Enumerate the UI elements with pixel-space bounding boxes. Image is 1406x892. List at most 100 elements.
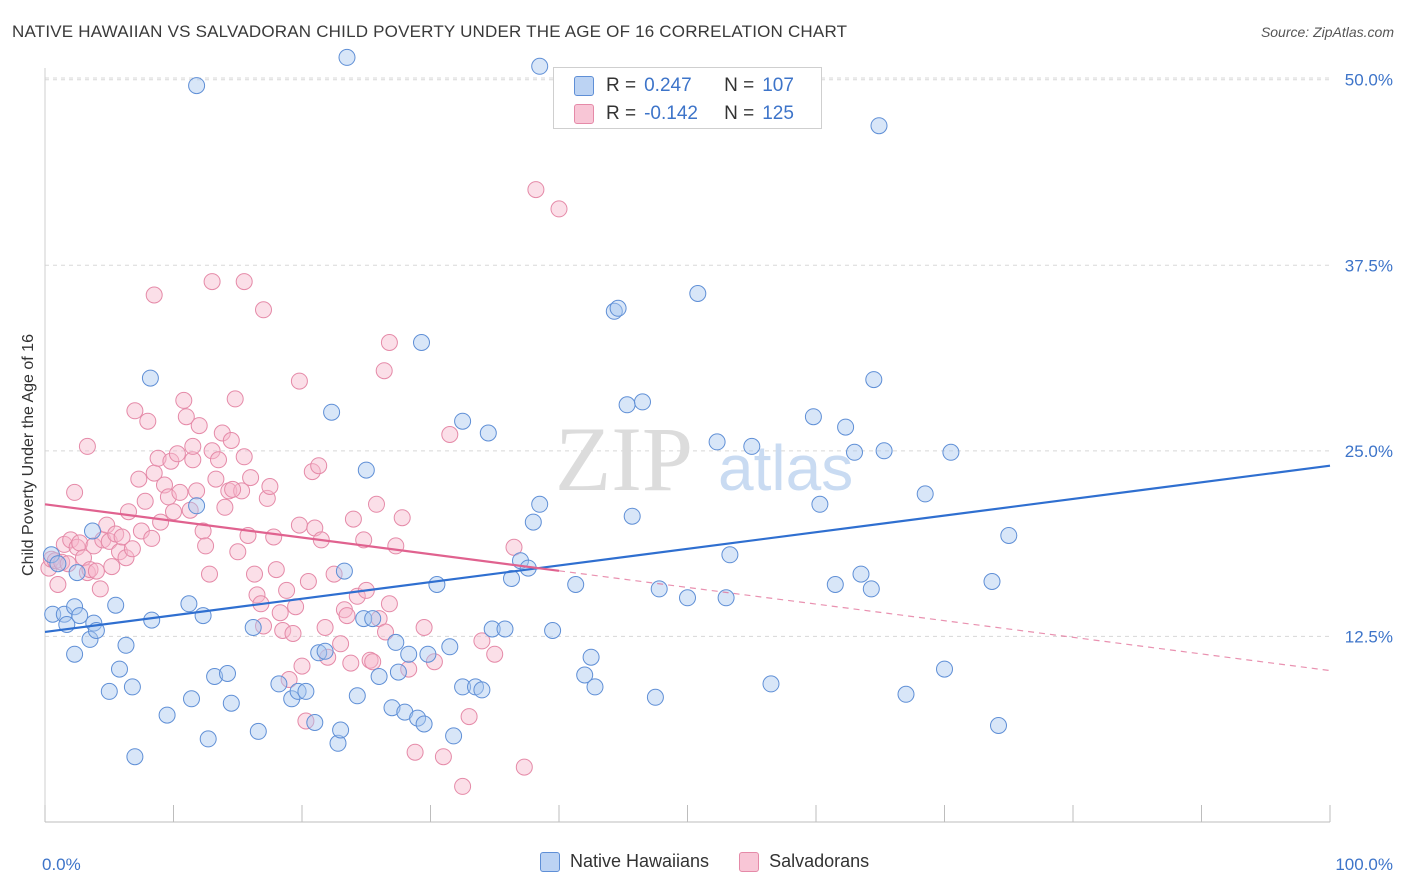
native-hawaiian-point[interactable] bbox=[646, 688, 664, 706]
salvadoran-point[interactable] bbox=[78, 564, 96, 582]
salvadoran-point[interactable] bbox=[177, 408, 195, 426]
salvadoran-point[interactable] bbox=[71, 534, 89, 552]
salvadoran-point[interactable] bbox=[188, 482, 206, 500]
native-hawaiian-point[interactable] bbox=[383, 699, 401, 717]
native-hawaiian-point[interactable] bbox=[496, 620, 514, 638]
salvadoran-point[interactable] bbox=[515, 758, 533, 776]
native-hawaiian-point[interactable] bbox=[721, 546, 739, 564]
salvadoran-point[interactable] bbox=[120, 503, 137, 521]
salvadoran-point[interactable] bbox=[130, 470, 148, 488]
native-hawaiian-point[interactable] bbox=[81, 630, 99, 648]
native-hawaiian-point[interactable] bbox=[576, 666, 594, 684]
salvadoran-point[interactable] bbox=[145, 286, 163, 304]
salvadoran-point[interactable] bbox=[316, 619, 334, 636]
native-hawaiian-point[interactable] bbox=[84, 522, 101, 540]
salvadoran-point[interactable] bbox=[49, 576, 67, 593]
native-hawaiian-point[interactable] bbox=[100, 682, 118, 700]
salvadoran-point[interactable] bbox=[235, 273, 253, 291]
native-hawaiian-point[interactable] bbox=[310, 644, 328, 662]
salvadoran-point[interactable] bbox=[233, 482, 251, 500]
salvadoran-point[interactable] bbox=[207, 470, 225, 488]
native-hawaiian-point[interactable] bbox=[762, 675, 780, 693]
native-hawaiian-point[interactable] bbox=[370, 668, 388, 685]
native-hawaiian-point[interactable] bbox=[717, 589, 735, 607]
native-hawaiian-point[interactable] bbox=[306, 714, 324, 731]
salvadoran-point[interactable] bbox=[332, 635, 350, 653]
native-hawaiian-point[interactable] bbox=[329, 734, 347, 752]
native-hawaiian-point[interactable] bbox=[335, 562, 353, 580]
native-hawaiian-point[interactable] bbox=[618, 396, 636, 414]
native-hawaiian-point[interactable] bbox=[473, 681, 491, 699]
native-hawaiian-point[interactable] bbox=[49, 555, 67, 573]
salvadoran-point[interactable] bbox=[85, 537, 103, 555]
native-hawaiian-point[interactable] bbox=[409, 709, 427, 727]
native-hawaiian-point[interactable] bbox=[609, 299, 627, 317]
salvadoran-point[interactable] bbox=[299, 573, 317, 590]
salvadoran-point[interactable] bbox=[184, 437, 202, 455]
salvadoran-point[interactable] bbox=[203, 442, 221, 460]
salvadoran-point[interactable] bbox=[98, 516, 116, 534]
salvadoran-point[interactable] bbox=[68, 538, 86, 556]
salvadoran-point[interactable] bbox=[113, 528, 131, 546]
native-hawaiian-point[interactable] bbox=[338, 48, 356, 66]
salvadoran-point[interactable] bbox=[210, 451, 227, 469]
native-hawaiian-point[interactable] bbox=[415, 715, 433, 733]
salvadoran-point[interactable] bbox=[203, 273, 221, 291]
native-hawaiian-point[interactable] bbox=[852, 565, 870, 583]
native-hawaiian-point[interactable] bbox=[623, 507, 641, 525]
native-hawaiian-point[interactable] bbox=[567, 576, 585, 593]
salvadoran-point[interactable] bbox=[280, 671, 298, 688]
native-hawaiian-point[interactable] bbox=[249, 722, 267, 740]
salvadoran-point[interactable] bbox=[415, 619, 433, 636]
native-hawaiian-point[interactable] bbox=[846, 443, 863, 461]
salvadoran-point[interactable] bbox=[126, 402, 144, 420]
salvadoran-point[interactable] bbox=[103, 558, 121, 576]
salvadoran-point[interactable] bbox=[486, 645, 504, 663]
native-hawaiian-point[interactable] bbox=[111, 660, 128, 678]
salvadoran-point[interactable] bbox=[393, 509, 411, 527]
native-hawaiian-point[interactable] bbox=[44, 605, 62, 623]
salvadoran-point[interactable] bbox=[190, 417, 208, 435]
salvadoran-point[interactable] bbox=[226, 390, 244, 408]
salvadoran-point[interactable] bbox=[380, 595, 398, 613]
native-hawaiian-point[interactable] bbox=[389, 663, 407, 681]
native-hawaiian-point[interactable] bbox=[188, 497, 206, 515]
salvadoran-point[interactable] bbox=[271, 604, 289, 622]
native-hawaiian-point[interactable] bbox=[870, 117, 888, 135]
salvadoran-point[interactable] bbox=[267, 561, 285, 579]
native-hawaiian-point[interactable] bbox=[531, 495, 549, 513]
native-hawaiian-point[interactable] bbox=[428, 576, 446, 593]
native-hawaiian-point[interactable] bbox=[400, 645, 418, 663]
native-hawaiian-point[interactable] bbox=[206, 668, 224, 685]
native-hawaiian-point[interactable] bbox=[323, 403, 341, 421]
salvadoran-point[interactable] bbox=[242, 469, 260, 487]
native-hawaiian-point[interactable] bbox=[222, 694, 240, 712]
native-hawaiian-point[interactable] bbox=[364, 610, 382, 628]
salvadoran-point[interactable] bbox=[400, 660, 418, 678]
salvadoran-point[interactable] bbox=[201, 565, 218, 583]
salvadoran-point[interactable] bbox=[81, 561, 99, 579]
salvadoran-point[interactable] bbox=[310, 457, 328, 475]
native-hawaiian-point[interactable] bbox=[837, 418, 855, 436]
salvadoran-point[interactable] bbox=[117, 549, 135, 567]
salvadoran-point[interactable] bbox=[229, 543, 247, 561]
native-hawaiian-point[interactable] bbox=[244, 619, 262, 636]
salvadoran-point[interactable] bbox=[78, 437, 96, 455]
salvadoran-point[interactable] bbox=[375, 362, 393, 380]
native-hawaiian-point[interactable] bbox=[483, 620, 501, 638]
salvadoran-point[interactable] bbox=[246, 565, 263, 583]
native-hawaiian-point[interactable] bbox=[413, 334, 430, 351]
native-hawaiian-point[interactable] bbox=[582, 648, 600, 666]
salvadoran-point[interactable] bbox=[355, 531, 373, 549]
salvadoran-point[interactable] bbox=[261, 478, 279, 495]
salvadoran-point[interactable] bbox=[460, 708, 478, 726]
native-hawaiian-point[interactable] bbox=[183, 690, 200, 708]
salvadoran-point[interactable] bbox=[171, 483, 189, 501]
native-hawaiian-point[interactable] bbox=[650, 580, 668, 598]
salvadoran-point[interactable] bbox=[377, 623, 394, 641]
salvadoran-point[interactable] bbox=[123, 540, 141, 558]
salvadoran-point[interactable] bbox=[342, 654, 360, 672]
salvadoran-point[interactable] bbox=[361, 651, 379, 669]
native-hawaiian-point[interactable] bbox=[357, 461, 375, 479]
native-hawaiian-point[interactable] bbox=[441, 638, 459, 656]
